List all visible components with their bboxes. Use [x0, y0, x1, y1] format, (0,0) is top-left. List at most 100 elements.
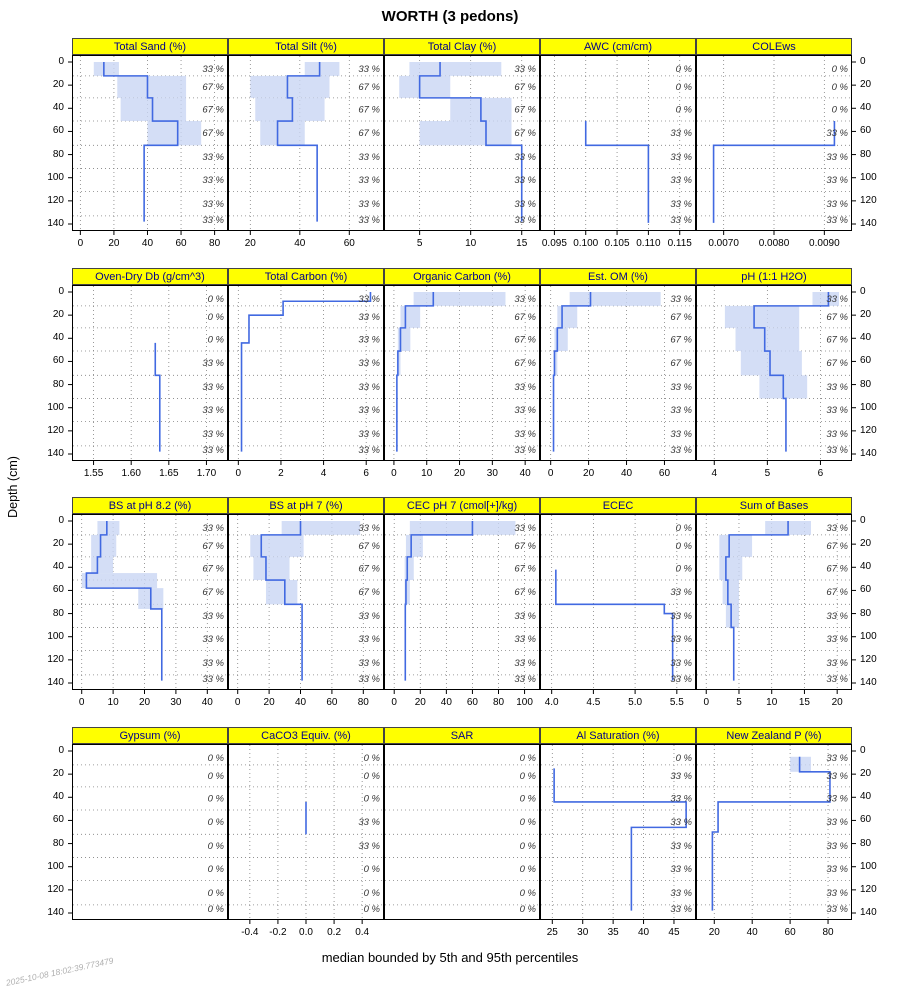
fraction-label: 33 %: [514, 199, 536, 210]
fraction-label: 33 %: [826, 405, 848, 416]
fraction-label: 33 %: [826, 215, 848, 226]
fraction-label: 33 %: [358, 429, 380, 440]
panel-plot-sar: 0 % 0 % 0 % 0 % 0 % 0 % 0 % 0 %: [384, 744, 540, 920]
strip-new-zealand-p: New Zealand P (%): [696, 727, 852, 744]
fraction-label: 33 %: [358, 445, 380, 456]
x-tick-label: 10: [421, 468, 433, 479]
fraction-label: 33 %: [514, 382, 536, 393]
panel-total-silt: 33 % 67 % 67 % 67 % 33 % 33 % 33 % 33 % 20 40 60: [228, 55, 384, 255]
strip-cec-ph-7-cmol-kg: CEC pH 7 (cmol[+]/kg): [384, 497, 540, 514]
fraction-label: 33 %: [826, 128, 848, 139]
panel-gypsum: 0 % 0 % 0 % 0 % 0 % 0 % 0 % 0 %: [68, 744, 228, 944]
depth-tick-label-right: 120: [860, 424, 877, 436]
depth-tick-label-right: 20: [860, 538, 872, 550]
depth-tick-label-left: 40: [52, 102, 64, 114]
fraction-label: 33 %: [514, 215, 536, 226]
percentile-band: [250, 534, 304, 557]
fraction-label: 33 %: [202, 429, 224, 440]
depth-tick-label-right: 60: [860, 125, 872, 137]
median-line: [552, 292, 592, 452]
fraction-label: 33 %: [826, 674, 848, 685]
x-tick-label: 40: [621, 468, 633, 479]
panel-al-saturation: 0 % 33 % 33 % 33 % 33 % 33 % 33 % 33 % 25 30 35 40 4…: [540, 744, 696, 944]
fraction-label: 33 %: [670, 445, 692, 456]
depth-tick-label-right: 140: [860, 677, 877, 688]
depth-tick-label-left: 0: [58, 286, 64, 297]
depth-tick-label-left: 100: [47, 401, 64, 413]
x-tick-label: 0.2: [327, 927, 341, 938]
depth-tick-label-right: 80: [860, 148, 872, 160]
percentile-band: [812, 292, 840, 306]
depth-tick-label-right: 100: [860, 860, 877, 872]
fraction-label: 0 %: [364, 888, 381, 899]
fraction-label: 67 %: [358, 563, 380, 574]
fraction-label: 33 %: [358, 215, 380, 226]
panel-border: [540, 285, 696, 461]
panel-border: [696, 744, 852, 920]
depth-tick-label-left: 20: [52, 309, 64, 321]
fraction-label: 0 %: [520, 864, 537, 875]
depth-tick-label-right: 20: [860, 79, 872, 91]
fraction-label: 0 %: [520, 793, 537, 804]
fraction-label: 0 %: [520, 841, 537, 852]
fraction-label: 33 %: [826, 175, 848, 186]
fraction-label: 33 %: [358, 405, 380, 416]
fraction-label: 0 %: [364, 793, 381, 804]
x-tick-label: 0: [78, 238, 84, 249]
depth-tick-label-right: 120: [860, 194, 877, 206]
fraction-label: 67 %: [514, 128, 536, 139]
fraction-label: 33 %: [670, 904, 692, 915]
fraction-label: 33 %: [202, 523, 224, 534]
depth-tick-label-right: 80: [860, 378, 872, 390]
x-tick-label: 0.0: [299, 927, 313, 938]
percentile-band: [404, 556, 414, 581]
fraction-label: 33 %: [358, 334, 380, 345]
panel-plot-cec-ph-7-cmol-kg: 33 % 67 % 67 % 67 % 33 % 33 % 33 % 33 % 0 20 40 60 8…: [384, 514, 540, 708]
x-tick-label: 0.0070: [708, 238, 739, 249]
fraction-label: 67 %: [202, 104, 224, 115]
fraction-label: 33 %: [202, 64, 224, 75]
x-tick-label: 10: [766, 697, 778, 708]
fraction-label: 33 %: [670, 634, 692, 645]
fraction-label: 67 %: [358, 128, 380, 139]
fraction-label: 33 %: [670, 841, 692, 852]
panel-oven-dry-db-g-cm-3: 0 % 0 % 0 % 33 % 33 % 33 % 33 % 33 % 1.55 1.60 1.6…: [68, 285, 228, 485]
x-tick-label: 0: [391, 468, 397, 479]
depth-tick-label-left: 80: [52, 837, 64, 849]
fraction-label: 0 %: [520, 888, 537, 899]
percentile-band: [553, 351, 558, 376]
fraction-label: 33 %: [826, 817, 848, 828]
depth-tick-label-left: 80: [52, 378, 64, 390]
fraction-label: 33 %: [514, 445, 536, 456]
percentile-band: [250, 75, 330, 98]
panel-plot-awc-cm-cm: 0 % 0 % 0 % 33 % 33 % 33 % 33 % 33 % 0.095 0.100 0…: [540, 55, 696, 249]
panel-est-om: 33 % 67 % 67 % 67 % 33 % 33 % 33 % 33 % 0 20 40 60: [540, 285, 696, 485]
panel-organic-carbon: 33 % 67 % 67 % 67 % 33 % 33 % 33 % 33 % 0 10 20 30 4…: [384, 285, 540, 485]
fraction-label: 33 %: [826, 382, 848, 393]
x-tick-label: 1.55: [84, 468, 104, 479]
x-tick-label: 40: [520, 468, 532, 479]
fraction-label: 33 %: [826, 294, 848, 305]
fraction-label: 33 %: [826, 152, 848, 163]
median-line: [103, 62, 179, 222]
strip-bs-at-ph-7: BS at pH 7 (%): [228, 497, 384, 514]
percentile-band: [419, 121, 512, 146]
panel-border: [540, 514, 696, 690]
percentile-band: [790, 756, 811, 772]
fraction-label: 67 %: [202, 541, 224, 552]
fraction-label: 33 %: [202, 445, 224, 456]
strip-oven-dry-db-g-cm-3: Oven-Dry Db (g/cm^3): [72, 268, 228, 285]
depth-tick-label-right: 140: [860, 218, 877, 229]
x-tick-label: 0: [236, 468, 242, 479]
fraction-label: 33 %: [670, 611, 692, 622]
panel-plot-bs-at-ph-8-2: 33 % 67 % 67 % 67 % 33 % 33 % 33 % 33 % 0 10 20 30 4…: [68, 514, 228, 708]
fraction-label: 67 %: [826, 334, 848, 345]
strip-organic-carbon: Organic Carbon (%): [384, 268, 540, 285]
fraction-label: 33 %: [670, 864, 692, 875]
strip-total-carbon: Total Carbon (%): [228, 268, 384, 285]
x-tick-label: 0.105: [605, 238, 630, 249]
fraction-label: 33 %: [826, 793, 848, 804]
panel-sum-of-bases: 33 % 67 % 67 % 67 % 33 % 33 % 33 % 33 % 0 5 10 15 20: [696, 514, 856, 714]
fraction-label: 67 %: [826, 312, 848, 323]
depth-tick-label-right: 100: [860, 630, 877, 642]
